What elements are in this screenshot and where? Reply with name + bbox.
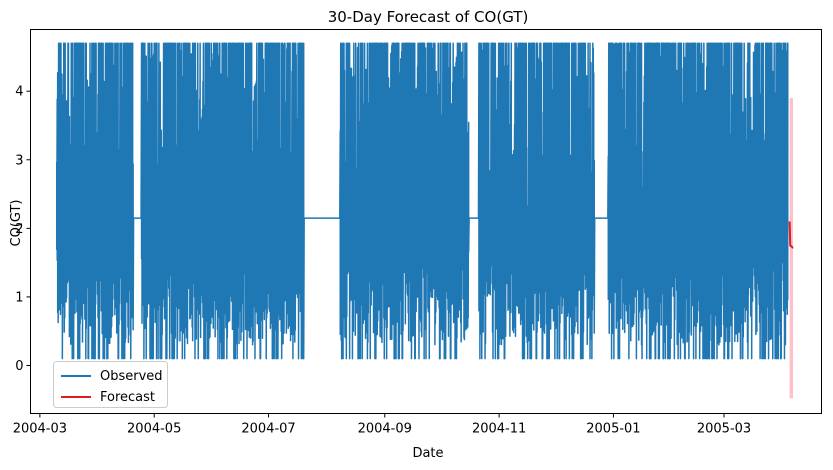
- forecast-series-line: [788, 221, 794, 249]
- legend: Observed Forecast: [53, 361, 168, 408]
- x-tick-label: 2004-11: [472, 422, 526, 437]
- x-tick-label: 2005-01: [586, 422, 640, 437]
- legend-forecast-label: Forecast: [100, 390, 155, 405]
- y-tick-label: 2: [15, 222, 23, 237]
- x-tick-label: 2004-05: [127, 422, 181, 437]
- x-tick-label: 2004-03: [13, 422, 67, 437]
- y-tick-label: 1: [15, 290, 23, 305]
- x-axis-title: Date: [412, 446, 443, 461]
- x-tick-label: 2004-07: [241, 422, 295, 437]
- x-tick-label: 2005-03: [697, 422, 751, 437]
- observed-series-line: [55, 42, 789, 360]
- y-tick-label: 0: [15, 359, 23, 374]
- x-tick-label: 2004-09: [358, 422, 412, 437]
- y-tick-label: 3: [15, 153, 23, 168]
- legend-observed-label: Observed: [100, 369, 163, 384]
- y-axis-title: CO(GT): [9, 199, 24, 246]
- plot-area: [55, 42, 794, 399]
- y-tick-label: 4: [15, 85, 23, 100]
- y-axis: 0 1 2 3 4: [15, 85, 31, 374]
- chart-title: 30-Day Forecast of CO(GT): [328, 8, 529, 26]
- x-axis: 2004-03 2004-05 2004-07 2004-09 2004-11 2005-…: [13, 413, 751, 437]
- forecast-confidence-band: [789, 98, 794, 399]
- axes-frame: [30, 29, 822, 414]
